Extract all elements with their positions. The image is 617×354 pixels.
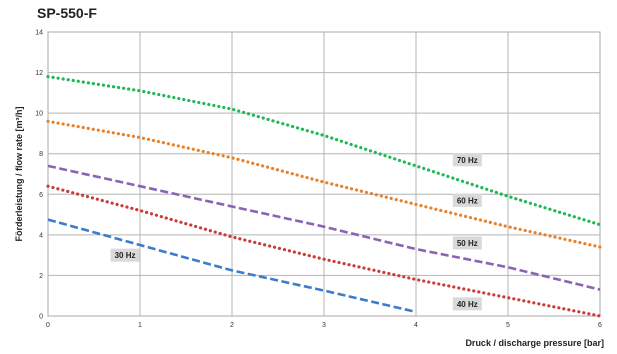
- series-label-box: [452, 193, 482, 207]
- series-label-text: 70 Hz: [457, 156, 478, 165]
- series-labels: 70 Hz 60 Hz 50 Hz 40 Hz 30 Hz: [110, 153, 482, 311]
- series-line-40-hz: [46, 184, 602, 318]
- y-tick-label: 10: [35, 111, 43, 118]
- series-lines: [46, 74, 602, 318]
- x-tick-label: 5: [506, 322, 510, 329]
- series-label-70-hz: 70 Hz: [452, 153, 482, 167]
- x-tick-label: 6: [598, 322, 602, 329]
- series-label-50-hz: 50 Hz: [452, 236, 482, 250]
- grid: [47, 31, 601, 317]
- x-tick-label: 4: [414, 322, 418, 329]
- y-tick-label: 4: [39, 232, 43, 239]
- series-label-box: [110, 248, 140, 262]
- series-label-box: [452, 297, 482, 311]
- series-label-box: [452, 153, 482, 167]
- x-tick-label: 2: [230, 322, 234, 329]
- x-tick-label: 0: [46, 322, 50, 329]
- series-label-30-hz: 30 Hz: [110, 248, 140, 262]
- y-tick-label: 0: [39, 314, 43, 321]
- x-tick-label: 1: [138, 322, 142, 329]
- x-tick-label: 3: [322, 322, 326, 329]
- series-line-50-hz: [47, 164, 601, 291]
- series-label-box: [452, 236, 482, 250]
- series-label-text: 30 Hz: [115, 251, 136, 260]
- y-tick-label: 8: [39, 151, 43, 158]
- series-label-40-hz: 40 Hz: [452, 297, 482, 311]
- series-line-30-hz: [47, 218, 417, 314]
- series-label-text: 60 Hz: [457, 196, 478, 205]
- series-label-60-hz: 60 Hz: [452, 193, 482, 207]
- y-tick-label: 14: [35, 30, 43, 37]
- x-axis-title: Druck / discharge pressure [bar]: [465, 338, 604, 348]
- y-tick-label: 6: [39, 192, 43, 199]
- y-axis-title: Förderleistung / flow rate [m³/h]: [14, 106, 24, 241]
- y-tick-label: 2: [39, 273, 43, 280]
- series-line-60-hz: [46, 119, 602, 249]
- y-tick-label: 12: [35, 70, 43, 77]
- series-label-text: 40 Hz: [457, 300, 478, 309]
- chart-title: SP-550-F: [37, 5, 97, 21]
- series-line-70-hz: [46, 74, 602, 227]
- series-label-text: 50 Hz: [457, 239, 478, 248]
